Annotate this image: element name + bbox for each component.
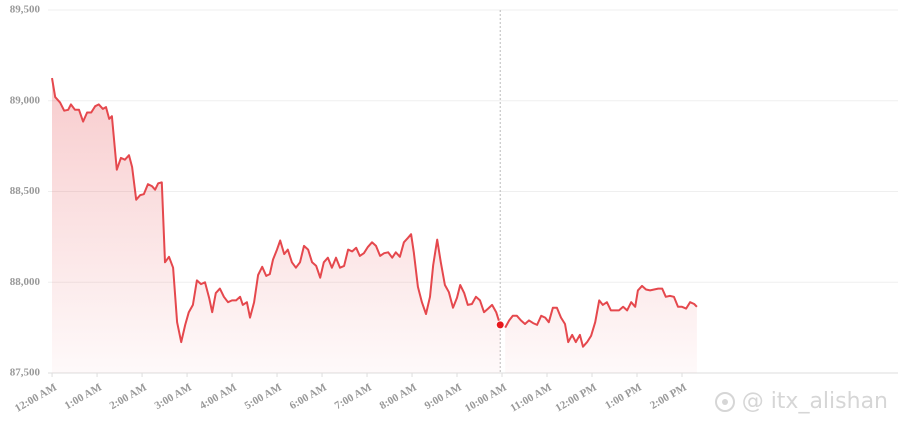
y-tick-label: 89,500 bbox=[10, 4, 41, 16]
x-tick-label: 1:00 AM bbox=[63, 381, 105, 412]
y-tick-label: 87,500 bbox=[10, 367, 41, 379]
highlight-point bbox=[495, 320, 505, 330]
x-tick-label: 5:00 AM bbox=[243, 381, 285, 412]
watermark: @ itx_alishan bbox=[742, 389, 888, 414]
y-tick-label: 88,500 bbox=[10, 185, 41, 197]
x-tick-label: 4:00 AM bbox=[198, 381, 240, 412]
x-tick-label: 8:00 AM bbox=[378, 381, 420, 412]
x-tick-label: 1:00 PM bbox=[603, 381, 644, 412]
x-tick-label: 10:00 AM bbox=[463, 381, 509, 415]
area bbox=[52, 78, 697, 373]
x-tick-label: 2:00 AM bbox=[108, 381, 150, 412]
line bbox=[51, 77, 698, 348]
x-tick-label: 7:00 AM bbox=[333, 381, 375, 412]
x-tick-label: 3:00 AM bbox=[153, 381, 195, 412]
x-tick-label: 12:00 AM bbox=[13, 381, 59, 415]
x-tick-label: 11:00 AM bbox=[508, 381, 554, 414]
y-tick-label: 89,000 bbox=[10, 94, 41, 106]
x-tick-label: 2:00 PM bbox=[648, 381, 689, 412]
x-tick-label: 6:00 AM bbox=[288, 381, 330, 412]
x-tick-label: 12:00 PM bbox=[553, 381, 599, 414]
grid bbox=[48, 9, 898, 377]
y-tick-label: 88,000 bbox=[10, 276, 41, 288]
watermark-icon bbox=[715, 392, 735, 412]
x-tick-label: 9:00 AM bbox=[423, 381, 465, 412]
plot bbox=[51, 77, 698, 373]
